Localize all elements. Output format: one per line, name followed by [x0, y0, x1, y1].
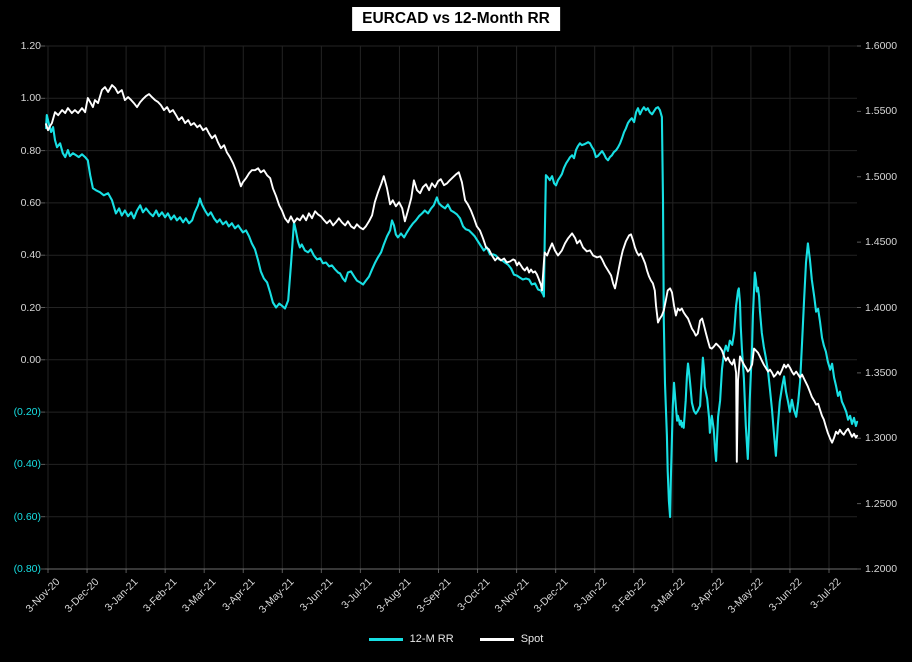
- left-axis-tick-label: (0.20): [13, 406, 41, 419]
- right-axis-tick-label: 1.2500: [865, 497, 898, 510]
- left-axis-tick-label: 0.80: [20, 144, 41, 157]
- legend-label: Spot: [520, 633, 544, 645]
- left-axis-tick-label: 0.60: [20, 196, 41, 209]
- left-axis-tick-label: 0.00: [20, 353, 41, 366]
- right-axis-tick-label: 1.4500: [865, 236, 898, 249]
- legend-item-spot: Spot: [479, 633, 544, 645]
- legend-item-rr: 12-M RR: [368, 633, 454, 645]
- left-axis-tick-label: 0.20: [20, 301, 41, 314]
- right-axis-tick-label: 1.4000: [865, 301, 898, 314]
- left-axis-tick-label: (0.60): [13, 510, 41, 523]
- left-axis-tick-label: 0.40: [20, 249, 41, 262]
- right-axis-tick-label: 1.2000: [865, 563, 898, 575]
- legend-line-swatch: [479, 637, 514, 641]
- chart-title: EURCAD vs 12-Month RR: [352, 7, 560, 31]
- left-axis-tick-label: (0.80): [13, 563, 41, 575]
- right-axis-tick-label: 1.3000: [865, 432, 898, 445]
- right-axis-tick-label: 1.5000: [865, 170, 898, 183]
- left-axis-tick-label: (0.40): [13, 458, 41, 471]
- legend-line-swatch: [368, 637, 403, 641]
- spot-series-line: [45, 84, 859, 463]
- right-axis-tick-label: 1.6000: [865, 40, 898, 52]
- right-axis-tick-label: 1.5500: [865, 105, 898, 118]
- rr-series-line: [44, 106, 859, 519]
- left-axis-tick-label: 1.00: [20, 92, 41, 105]
- legend-label: 12-M RR: [409, 633, 454, 645]
- right-axis-tick-label: 1.3500: [865, 366, 898, 379]
- legend: 12-M RR Spot: [0, 633, 912, 645]
- left-axis-tick-label: 1.20: [20, 40, 41, 52]
